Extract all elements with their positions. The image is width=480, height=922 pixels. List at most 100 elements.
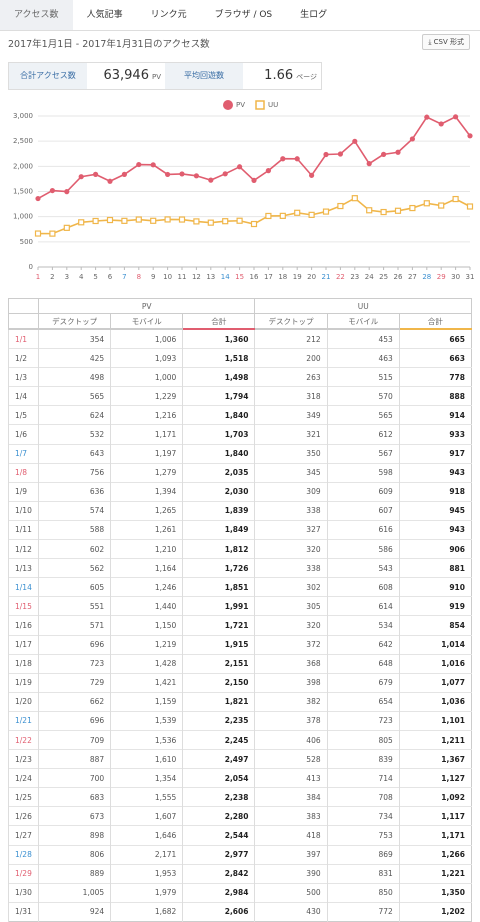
value-cell: 1,246 <box>110 577 183 597</box>
value-cell: 1,159 <box>110 691 183 712</box>
value-cell: 614 <box>326 596 400 616</box>
point <box>135 216 142 223</box>
point <box>452 195 459 203</box>
value-cell: 778 <box>398 367 472 387</box>
date-cell: 1/22 <box>8 729 39 750</box>
column-label: デスクトップ <box>254 313 328 330</box>
tab[interactable]: ブラウザ / OS <box>214 10 273 20</box>
y-tick-label: 3,000 <box>13 112 33 120</box>
y-tick-label: 0 <box>29 263 33 271</box>
value-cell: 1,440 <box>110 596 183 616</box>
point <box>466 203 474 210</box>
summary: 合計アクセス数 63,946 PV 平均回遊数 1.66 ページ <box>8 62 322 90</box>
date-cell: 1/8 <box>8 462 39 483</box>
value-cell: 571 <box>37 615 111 635</box>
value-cell: 933 <box>398 424 472 445</box>
value-cell: 1,518 <box>182 348 255 368</box>
point <box>309 172 315 178</box>
value-cell: 1,016 <box>398 653 472 674</box>
x-tick-label: 11 <box>178 273 187 281</box>
point <box>308 211 315 218</box>
value-cell: 1,821 <box>182 691 255 712</box>
summary-label: 平均回遊数 <box>165 63 243 89</box>
value-cell: 354 <box>37 328 111 349</box>
value-cell: 714 <box>326 768 400 788</box>
value-cell: 2,151 <box>182 653 255 674</box>
value-cell: 700 <box>37 768 111 788</box>
x-tick-label: 20 <box>307 273 316 281</box>
value-cell: 753 <box>326 825 400 846</box>
value-cell: 1,350 <box>398 882 472 903</box>
table-row: 1/11 588 1,261 1,849 327 616 943 <box>8 519 472 540</box>
value-cell: 696 <box>37 710 111 731</box>
value-cell: 2,054 <box>182 768 255 788</box>
value-cell: 1,261 <box>110 519 183 540</box>
value-cell: 1,849 <box>182 519 255 540</box>
tab[interactable]: 生ログ <box>300 10 328 20</box>
group-header: PV UU <box>8 298 472 314</box>
summary-label: 合計アクセス数 <box>9 63 87 89</box>
legend-marker <box>223 100 233 110</box>
value-cell: 612 <box>326 424 400 445</box>
point <box>49 187 56 194</box>
value-cell: 663 <box>398 348 472 368</box>
column-label: モバイル <box>326 313 400 330</box>
table-row: 1/12 602 1,210 1,812 320 586 906 <box>8 539 472 559</box>
value-cell: 881 <box>398 558 472 578</box>
value-cell: 943 <box>398 519 472 540</box>
point <box>323 151 329 158</box>
point <box>381 151 387 157</box>
date-cell: 1/25 <box>8 787 39 807</box>
value-cell: 609 <box>326 481 400 502</box>
point <box>438 121 444 127</box>
value-cell: 643 <box>37 443 111 464</box>
value-cell: 1,610 <box>110 749 183 769</box>
point <box>106 216 114 224</box>
x-tick-label: 25 <box>379 273 388 281</box>
value-cell: 806 <box>37 844 111 865</box>
point <box>265 212 272 220</box>
x-tick-label: 28 <box>422 273 431 281</box>
point <box>150 162 156 168</box>
table-row: 1/31 924 1,682 2,606 430 772 1,202 <box>8 901 472 922</box>
value-cell: 463 <box>326 348 400 368</box>
csv-button[interactable]: ⤓ CSV 形式 <box>422 34 470 50</box>
value: 1.66 <box>264 68 294 83</box>
value-cell: 910 <box>398 577 472 597</box>
point <box>208 177 214 183</box>
tab[interactable]: 人気記事 <box>86 10 123 20</box>
value-cell: 889 <box>37 863 111 884</box>
tab[interactable]: アクセス数 <box>0 0 73 30</box>
table-row: 1/28 806 2,171 2,977 397 869 1,266 <box>8 844 472 865</box>
value-cell: 887 <box>37 749 111 769</box>
point <box>438 202 445 209</box>
corner <box>8 313 39 330</box>
value-cell: 1,219 <box>110 634 183 655</box>
point <box>64 189 70 195</box>
point <box>49 230 56 237</box>
tab[interactable]: リンク元 <box>150 10 187 20</box>
value-cell: 418 <box>254 825 328 846</box>
point <box>366 207 373 214</box>
point <box>322 208 330 215</box>
value-cell: 665 <box>398 328 472 349</box>
value-cell: 1,036 <box>398 691 472 712</box>
value-cell: 350 <box>254 443 328 464</box>
point <box>423 200 430 207</box>
value-cell: 368 <box>254 653 328 674</box>
date-cell: 1/7 <box>8 443 39 464</box>
value-cell: 924 <box>37 901 111 922</box>
x-tick-label: 22 <box>336 273 345 281</box>
point <box>394 207 402 214</box>
value-cell: 805 <box>326 729 400 750</box>
table-row: 1/18 723 1,428 2,151 368 648 1,016 <box>8 653 472 674</box>
value-cell: 636 <box>37 481 111 502</box>
value-cell: 1,646 <box>110 825 183 846</box>
table-row: 1/3 498 1,000 1,498 263 515 778 <box>8 367 472 387</box>
value-cell: 662 <box>37 691 111 712</box>
table-row: 1/5 624 1,216 1,840 349 565 914 <box>8 405 472 425</box>
value-cell: 515 <box>326 367 400 387</box>
value-cell: 574 <box>37 500 111 521</box>
date-cell: 1/14 <box>8 577 39 597</box>
